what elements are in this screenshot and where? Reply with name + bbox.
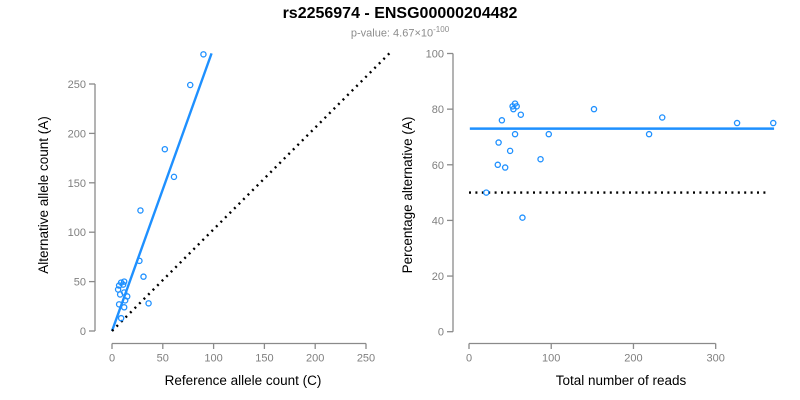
page-subtitle: p-value: 4.67×10-100 [0, 25, 800, 40]
x-tick-label: 50 [157, 353, 169, 365]
y-tick-label: 200 [68, 128, 86, 140]
y-tick-label: 40 [432, 215, 444, 227]
data-point [117, 314, 125, 322]
regression-line [110, 52, 213, 332]
data-point [519, 214, 526, 221]
pvalue-exponent: -100 [433, 25, 450, 34]
x-tick-label: 250 [357, 353, 375, 365]
right-panel: 0 20 40 60 80 100 Percentage alternative (A) 0 1… [400, 49, 777, 388]
y-tick-label: 50 [74, 277, 86, 289]
x-tick-label: 0 [466, 353, 472, 365]
data-point [119, 281, 127, 288]
data-point [495, 139, 502, 146]
data-point [145, 300, 152, 307]
data-point [120, 278, 128, 285]
x-tick-label: 200 [306, 353, 324, 365]
data-point [116, 291, 124, 298]
y-tick-label: 60 [432, 160, 444, 172]
data-point [545, 130, 553, 138]
data-point [483, 189, 490, 196]
data-point [501, 164, 509, 171]
data-point [136, 257, 143, 265]
data-point [200, 51, 207, 58]
data-point [770, 119, 777, 127]
data-point [140, 273, 147, 280]
data-point [137, 207, 144, 214]
x-axis-title: Reference allele count (C) [165, 373, 322, 388]
y-tick-label: 80 [432, 104, 444, 116]
y-axis-title: Alternative allele count (A) [36, 116, 51, 274]
data-point [120, 304, 128, 311]
data-point [494, 161, 502, 169]
y-axis-title: Percentage alternative (A) [400, 117, 415, 274]
data-point [658, 114, 666, 121]
x-axis-title: Total number of reads [556, 373, 687, 388]
data-point [170, 173, 178, 181]
x-tick-label: 100 [542, 353, 560, 365]
data-point [537, 155, 544, 163]
y-tick-label: 20 [432, 271, 444, 283]
data-point [590, 105, 598, 113]
data-point [115, 282, 123, 289]
data-point [733, 119, 741, 127]
pvalue-text: p-value: 4.67×10 [350, 27, 434, 40]
data-point [498, 117, 506, 124]
x-tick-label: 300 [707, 353, 725, 365]
y-tick-label: 100 [426, 49, 444, 61]
x-tick-label: 0 [109, 353, 115, 365]
identity-line [111, 52, 391, 332]
x-tick-label: 150 [255, 353, 273, 365]
data-point [517, 111, 525, 118]
data-point [506, 147, 514, 155]
page-title: rs2256974 - ENSG00000204482 [282, 5, 518, 22]
data-point [510, 105, 517, 113]
y-tick-label: 0 [80, 326, 86, 338]
data-point [161, 145, 169, 153]
left-panel: 0 50 100 150 200 250 Alternative allele count … [36, 51, 391, 388]
x-tick-label: 200 [624, 353, 642, 365]
data-point [186, 81, 194, 89]
x-tick-label: 100 [204, 353, 222, 365]
data-point [115, 301, 123, 308]
data-point [121, 297, 129, 304]
y-tick-label: 0 [438, 327, 444, 339]
data-point [645, 130, 653, 138]
y-tick-label: 150 [68, 178, 86, 190]
y-tick-label: 250 [68, 79, 86, 91]
y-tick-label: 100 [68, 227, 86, 239]
data-point [511, 130, 519, 138]
